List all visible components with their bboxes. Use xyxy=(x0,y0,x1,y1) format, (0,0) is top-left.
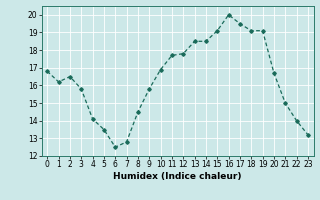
X-axis label: Humidex (Indice chaleur): Humidex (Indice chaleur) xyxy=(113,172,242,181)
